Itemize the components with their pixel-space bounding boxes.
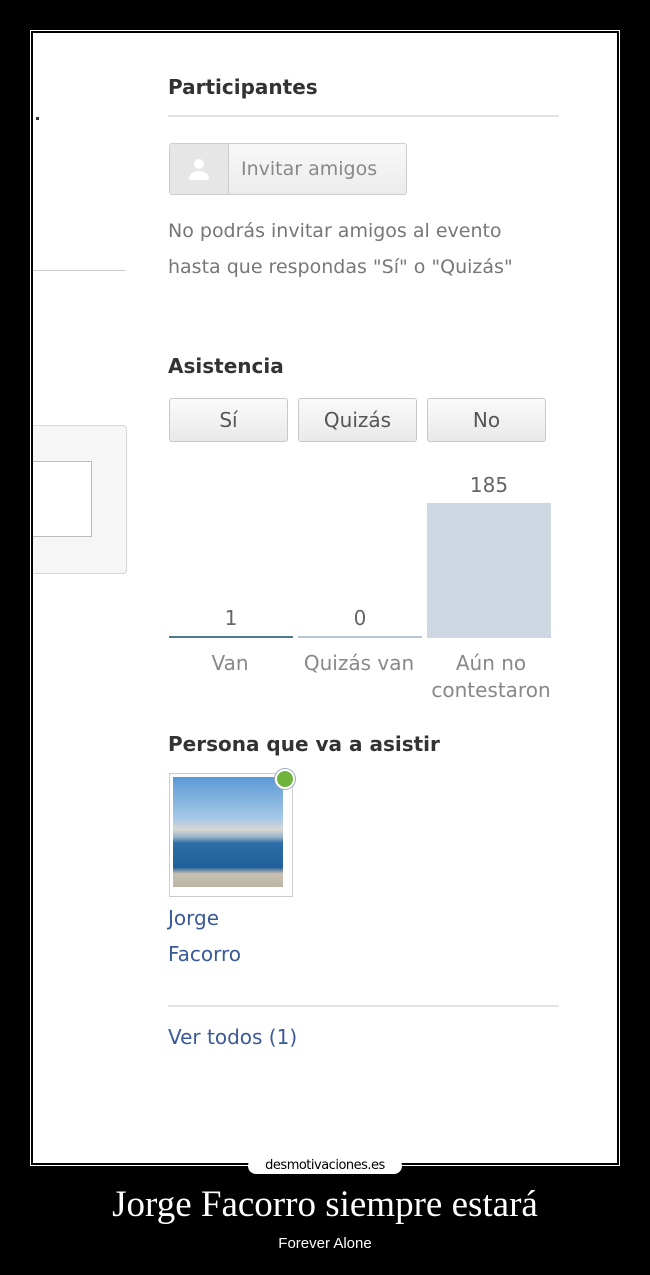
site-logo: desmotivaciones.es bbox=[248, 1158, 402, 1174]
rsvp-maybe-button[interactable]: Quizás bbox=[298, 398, 417, 442]
invite-note: No podrás invitar amigos al evento hasta… bbox=[168, 220, 513, 278]
label-maybe[interactable]: Quizás van bbox=[303, 651, 415, 675]
attendee-last-name[interactable]: Facorro bbox=[168, 942, 242, 966]
divider bbox=[168, 1005, 559, 1007]
bar-maybe bbox=[298, 636, 422, 638]
screenshot-panel: Participantes Invitar amigos No podrás i… bbox=[33, 33, 617, 1163]
invite-friends-button[interactable]: Invitar amigos bbox=[169, 143, 407, 195]
participants-heading: Participantes bbox=[168, 75, 318, 99]
poster-title: Jorge Facorro siempre estará bbox=[112, 1184, 538, 1225]
rsvp-yes-button[interactable]: Sí bbox=[169, 398, 288, 442]
attendance-heading: Asistencia bbox=[168, 354, 284, 378]
count-van: 1 bbox=[224, 606, 238, 630]
count-maybe: 0 bbox=[353, 606, 367, 630]
profile-image bbox=[173, 777, 283, 887]
count-no-answer: 185 bbox=[469, 473, 509, 497]
invite-friends-label: Invitar amigos bbox=[241, 158, 378, 180]
poster-subtitle: Forever Alone bbox=[278, 1235, 372, 1252]
label-no-answer[interactable]: Aún no contestaron bbox=[431, 651, 551, 702]
label-van[interactable]: Van bbox=[211, 651, 249, 675]
user-silhouette-icon bbox=[170, 144, 229, 194]
attendee-first-name[interactable]: Jorge bbox=[168, 906, 220, 930]
rsvp-no-button[interactable]: No bbox=[427, 398, 546, 442]
partial-box bbox=[33, 425, 127, 574]
partial-dot bbox=[36, 117, 39, 120]
attendee-heading: Persona que va a asistir bbox=[168, 732, 440, 756]
bar-van bbox=[169, 636, 293, 638]
divider bbox=[168, 115, 559, 117]
attendee-photo[interactable] bbox=[169, 773, 293, 897]
online-status-icon bbox=[275, 769, 295, 789]
see-all-link[interactable]: Ver todos (1) bbox=[168, 1025, 298, 1049]
partial-divider bbox=[33, 270, 126, 271]
bar-no-answer bbox=[427, 503, 551, 638]
partial-input[interactable] bbox=[33, 461, 92, 537]
